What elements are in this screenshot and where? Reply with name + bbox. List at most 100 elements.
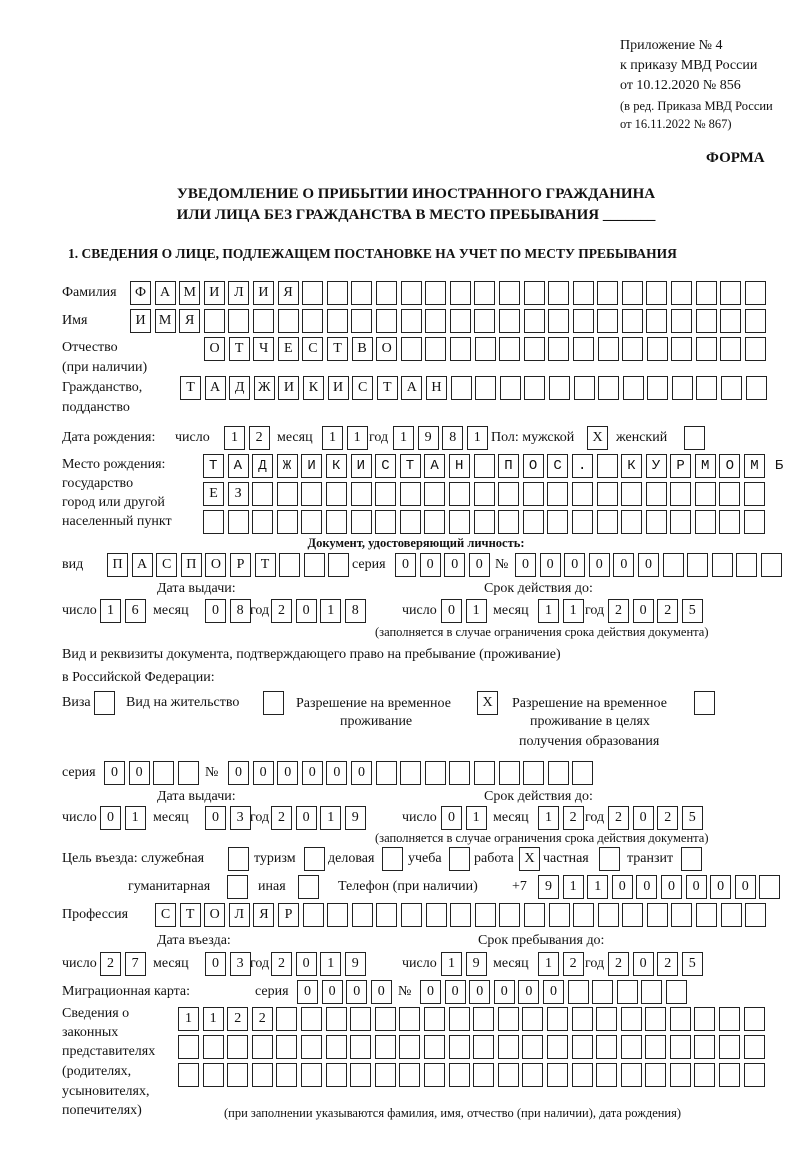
char-cell[interactable] <box>473 1035 495 1059</box>
char-cell[interactable] <box>399 482 421 506</box>
char-cell[interactable] <box>719 1007 741 1031</box>
char-cell[interactable]: Р <box>277 903 299 927</box>
char-cell[interactable] <box>203 454 224 478</box>
char-cell[interactable] <box>572 309 594 333</box>
char-cell[interactable] <box>571 454 593 478</box>
char-cell[interactable] <box>473 1063 495 1087</box>
char-cell[interactable] <box>694 1063 716 1087</box>
char-cell[interactable] <box>474 309 496 333</box>
char-cell[interactable] <box>719 1035 741 1059</box>
char-cell[interactable] <box>622 376 644 400</box>
char-cell[interactable] <box>303 553 325 577</box>
char-cell[interactable] <box>760 553 782 577</box>
char-cell[interactable] <box>300 1007 322 1031</box>
char-cell[interactable]: 0 <box>734 875 756 899</box>
char-cell[interactable]: Я <box>277 281 299 305</box>
char-cell[interactable]: 1 <box>465 806 487 830</box>
char-cell[interactable]: 0 <box>321 980 343 1004</box>
char-cell[interactable] <box>375 510 397 534</box>
char-cell[interactable] <box>744 454 766 478</box>
char-cell[interactable] <box>547 761 569 785</box>
char-cell[interactable] <box>276 510 298 534</box>
char-cell[interactable] <box>571 482 593 506</box>
char-cell[interactable]: 0 <box>444 980 466 1004</box>
char-cell[interactable] <box>669 1063 691 1087</box>
char-cell[interactable] <box>399 1007 421 1031</box>
char-cell[interactable] <box>548 903 570 927</box>
char-cell[interactable]: 2 <box>251 1007 273 1031</box>
char-cell[interactable]: О <box>204 337 225 361</box>
char-cell[interactable] <box>399 1063 421 1087</box>
char-cell[interactable] <box>450 376 472 400</box>
char-cell[interactable] <box>671 337 693 361</box>
char-cell[interactable] <box>546 1035 568 1059</box>
char-cell[interactable] <box>523 337 545 361</box>
char-cell[interactable]: Ч <box>253 337 275 361</box>
char-cell[interactable] <box>301 454 323 478</box>
char-cell[interactable] <box>350 482 372 506</box>
char-cell[interactable] <box>670 454 692 478</box>
char-cell[interactable]: Т <box>228 337 250 361</box>
char-cell[interactable]: 1 <box>466 426 488 450</box>
char-cell[interactable]: 0 <box>252 761 274 785</box>
char-cell[interactable] <box>279 553 301 577</box>
char-cell[interactable]: 2 <box>657 952 679 976</box>
char-cell[interactable]: 2 <box>657 599 679 623</box>
char-cell[interactable] <box>523 309 545 333</box>
char-cell[interactable]: 0 <box>685 875 707 899</box>
char-cell[interactable]: 0 <box>295 806 317 830</box>
char-cell[interactable] <box>645 1063 667 1087</box>
char-cell[interactable]: С <box>155 903 176 927</box>
char-cell[interactable] <box>573 376 595 400</box>
char-cell[interactable]: 6 <box>124 599 146 623</box>
char-cell[interactable]: 0 <box>441 806 462 830</box>
char-cell[interactable] <box>327 903 349 927</box>
char-cell[interactable] <box>203 510 224 534</box>
char-cell[interactable]: 1 <box>224 426 245 450</box>
char-cell[interactable] <box>669 1007 691 1031</box>
char-cell[interactable]: А <box>204 376 226 400</box>
char-cell[interactable] <box>374 1007 396 1031</box>
char-cell[interactable]: 0 <box>611 875 633 899</box>
char-cell[interactable] <box>547 510 569 534</box>
char-cell[interactable]: 1 <box>562 599 584 623</box>
char-cell[interactable]: 0 <box>205 806 226 830</box>
char-cell[interactable]: 0 <box>441 599 462 623</box>
char-cell[interactable] <box>375 309 397 333</box>
char-cell[interactable]: 0 <box>301 761 323 785</box>
char-cell[interactable]: Т <box>180 376 201 400</box>
char-cell[interactable]: 2 <box>271 599 292 623</box>
char-cell[interactable] <box>227 454 249 478</box>
char-cell[interactable] <box>276 1063 298 1087</box>
char-cell[interactable]: П <box>107 553 128 577</box>
char-cell[interactable] <box>662 553 684 577</box>
char-cell[interactable] <box>498 454 520 478</box>
char-cell[interactable] <box>302 281 324 305</box>
char-cell[interactable]: 0 <box>420 980 441 1004</box>
sex-male-checkbox[interactable]: X <box>587 426 612 450</box>
char-cell[interactable]: 0 <box>493 980 515 1004</box>
char-cell[interactable]: 0 <box>632 952 654 976</box>
char-cell[interactable]: 0 <box>395 553 416 577</box>
char-cell[interactable] <box>573 903 595 927</box>
char-cell[interactable] <box>546 1063 568 1087</box>
sex-female-checkbox[interactable] <box>684 426 709 450</box>
char-cell[interactable] <box>94 691 115 715</box>
char-cell[interactable] <box>646 903 668 927</box>
char-cell[interactable]: Е <box>277 337 299 361</box>
char-cell[interactable]: М <box>179 281 201 305</box>
char-cell[interactable]: 8 <box>229 599 251 623</box>
char-cell[interactable] <box>596 1063 618 1087</box>
char-cell[interactable] <box>665 980 687 1004</box>
char-cell[interactable]: 2 <box>608 952 629 976</box>
char-cell[interactable]: 1 <box>320 806 342 830</box>
char-cell[interactable] <box>645 1007 667 1031</box>
char-cell[interactable] <box>399 454 421 478</box>
char-cell[interactable]: 2 <box>562 806 584 830</box>
